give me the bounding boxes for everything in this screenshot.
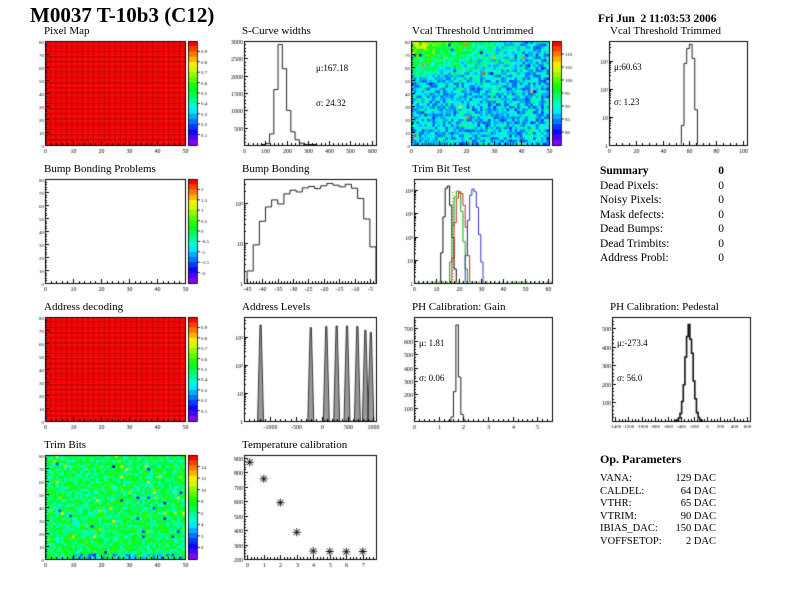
summary-heading: Summary	[600, 165, 649, 177]
plot-vcal-threshold-trimmed: Vcal Threshold Trimmed μ:60.63 σ: 1.23	[596, 25, 756, 162]
summary-value: 0	[718, 179, 724, 192]
op-parameter-label: CALDEL:	[600, 485, 645, 497]
ph-gain-canvas	[398, 314, 563, 438]
vcal-untrimmed-canvas	[398, 38, 594, 162]
plot-ph-calibration-pedestal: PH Calibration: Pedestal μ:-273.4 σ: 56.…	[596, 301, 761, 438]
plot-bump-bonding: Bump Bonding	[228, 163, 384, 300]
stats-box: μ:60.63 σ: 1.23	[614, 39, 642, 131]
stats-mean: μ: 1.81	[419, 338, 445, 348]
vcal-trimmed-canvas	[596, 38, 756, 162]
plot-title: PH Calibration: Gain	[412, 301, 506, 313]
plot-title: Pixel Map	[44, 25, 90, 37]
op-parameters-block: Op. Parameters VANA: 129 DAC CALDEL: 64 …	[600, 452, 716, 548]
op-parameter-value: 90 DAC	[680, 510, 716, 522]
plot-vcal-threshold-untrimmed: Vcal Threshold Untrimmed	[398, 25, 594, 162]
summary-heading-value: 0	[718, 165, 724, 177]
stats-sigma: σ: 1.23	[614, 96, 640, 107]
plot-title: Address Levels	[242, 301, 311, 313]
temperature-canvas	[228, 452, 384, 576]
plot-title: Bump Bonding Problems	[44, 163, 156, 175]
op-parameter-label: VTHR:	[600, 498, 632, 509]
summary-value: 0	[718, 252, 724, 264]
summary-row: Address Probl: 0	[600, 251, 724, 266]
summary-row: Mask defects: 0	[600, 208, 724, 223]
op-parameter-row: VTHR: 65 DAC	[600, 498, 716, 511]
plot-bump-bonding-problems: Bump Bonding Problems	[30, 163, 226, 300]
pixel-map-canvas	[30, 38, 226, 162]
summary-row: Dead Bumps: 0	[600, 222, 724, 237]
stats-box: μ:-273.4 σ: 56.0	[617, 315, 648, 407]
op-parameter-value: 150 DAC	[675, 523, 716, 534]
summary-row: Dead Trimbits: 0	[600, 237, 724, 252]
op-parameter-label: VANA:	[600, 473, 632, 484]
summary-value: 0	[718, 237, 724, 250]
trimbit-test-canvas	[398, 176, 563, 300]
stats-mean: μ:-273.4	[617, 338, 648, 348]
op-parameter-label: IBIAS_DAC:	[600, 523, 658, 534]
stats-box: μ: 1.81 σ: 0.06	[419, 315, 444, 407]
summary-value: 0	[718, 194, 724, 206]
op-parameter-value: 2 DAC	[685, 535, 716, 547]
plot-pixel-map: Pixel Map	[30, 25, 226, 162]
plot-title: Bump Bonding	[242, 163, 310, 175]
op-parameter-value: 65 DAC	[680, 498, 716, 509]
op-parameter-row: VANA: 129 DAC	[600, 473, 716, 486]
op-parameter-value: 129 DAC	[675, 473, 716, 484]
op-parameter-label: VOFFSETOP:	[600, 535, 662, 547]
bump-problems-canvas	[30, 176, 226, 300]
trim-bits-canvas	[30, 452, 226, 576]
op-parameter-row: CALDEL: 64 DAC	[600, 486, 716, 499]
op-parameters-heading: Op. Parameters	[600, 452, 682, 466]
summary-label: Address Probl:	[600, 252, 669, 264]
summary-value: 0	[718, 223, 724, 235]
plot-title: Vcal Threshold Trimmed	[610, 25, 722, 37]
bump-bonding-canvas	[228, 176, 384, 300]
op-parameter-value: 64 DAC	[680, 485, 716, 497]
summary-label: Dead Pixels:	[600, 179, 659, 192]
plot-title: Trim Bit Test	[412, 163, 471, 175]
address-decoding-canvas	[30, 314, 226, 438]
summary-label: Noisy Pixels:	[600, 194, 662, 206]
plot-title: Trim Bits	[44, 439, 87, 451]
plot-title: Address decoding	[44, 301, 124, 313]
op-parameter-row: VTRIM: 90 DAC	[600, 511, 716, 524]
plot-trim-bit-test: Trim Bit Test	[398, 163, 563, 300]
summary-value: 0	[718, 208, 724, 221]
summary-row: Dead Pixels: 0	[600, 179, 724, 194]
plot-trim-bits: Trim Bits	[30, 439, 226, 576]
stats-sigma: σ: 24.32	[316, 97, 346, 108]
plot-title: Vcal Threshold Untrimmed	[412, 25, 534, 37]
plot-title: PH Calibration: Pedestal	[610, 301, 719, 313]
stats-sigma: σ: 0.06	[419, 372, 445, 383]
op-parameter-label: VTRIM:	[600, 510, 637, 522]
plot-scurve-widths: S-Curve widths μ:167.18 σ: 24.32	[228, 25, 384, 162]
op-parameter-row: IBIAS_DAC: 150 DAC	[600, 523, 716, 536]
op-parameter-row: VOFFSETOP: 2 DAC	[600, 536, 716, 549]
summary-label: Mask defects:	[600, 208, 665, 221]
plot-title: S-Curve widths	[242, 25, 311, 37]
summary-label: Dead Trimbits:	[600, 237, 670, 250]
stats-mean: μ:167.18	[316, 63, 349, 73]
ph-pedestal-canvas	[596, 314, 761, 438]
plot-title: Temperature calibration	[242, 439, 348, 451]
plot-address-levels: Address Levels	[228, 301, 384, 438]
plot-address-decoding: Address decoding	[30, 301, 226, 438]
stats-sigma: σ: 56.0	[617, 372, 643, 383]
plot-temperature-calibration: Temperature calibration	[228, 439, 384, 576]
scurve-widths-canvas	[228, 38, 384, 162]
stats-mean: μ:60.63	[614, 62, 642, 72]
address-levels-canvas	[228, 314, 384, 438]
plot-ph-calibration-gain: PH Calibration: Gain μ: 1.81 σ: 0.06	[398, 301, 563, 438]
summary-row: Noisy Pixels: 0	[600, 193, 724, 208]
page-title: M0037 T-10b3 (C12)	[30, 3, 215, 27]
summary-label: Dead Bumps:	[600, 223, 663, 235]
stats-box: μ:167.18 σ: 24.32	[316, 40, 348, 132]
summary-heading-row: Summary 0	[600, 164, 724, 179]
timestamp: Fri Jun 2 11:03:53 2006	[598, 13, 717, 25]
summary-block: Summary 0 Dead Pixels: 0 Noisy Pixels: 0…	[600, 164, 724, 266]
